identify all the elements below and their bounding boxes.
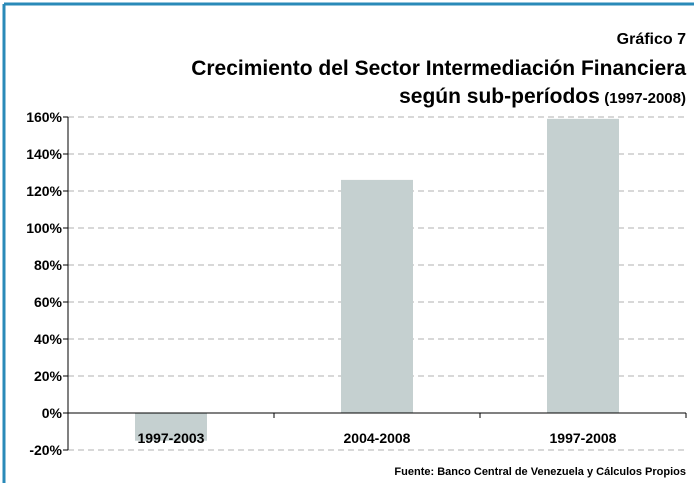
chart-title: Crecimiento del Sector Intermediación Fi… <box>191 57 686 80</box>
x-tick-label: 2004-2008 <box>344 430 411 446</box>
subtitle-period: (1997-2008) <box>604 90 686 107</box>
y-tick-label: 160% <box>26 109 62 125</box>
subtitle-text: según sub-períodos <box>399 85 600 108</box>
source: Fuente: Banco Central de Venezuela y Cál… <box>394 466 686 478</box>
y-tick-label: 40% <box>34 331 63 347</box>
y-tick-label: 140% <box>26 146 62 162</box>
chart-label: Gráfico 7 <box>617 31 686 48</box>
x-tick-label: 1997-2003 <box>138 430 205 446</box>
y-tick-label: 20% <box>34 368 63 384</box>
y-tick-label: 80% <box>34 257 63 273</box>
y-tick-label: 100% <box>26 220 62 236</box>
x-tick-label: 1997-2008 <box>550 430 617 446</box>
chart-subtitle: según sub-períodos (1997-2008) <box>399 85 686 108</box>
y-tick-label: 0% <box>42 405 63 421</box>
y-tick-label: -20% <box>29 442 62 458</box>
bar <box>135 413 207 441</box>
y-tick-label: 120% <box>26 183 62 199</box>
bar <box>341 179 413 413</box>
y-tick-label: 60% <box>34 294 63 310</box>
bar <box>547 118 619 413</box>
